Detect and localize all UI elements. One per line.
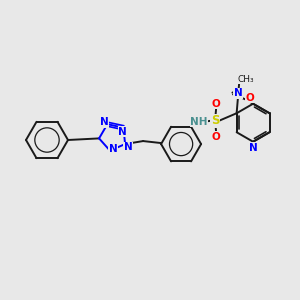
Text: O: O bbox=[212, 132, 220, 142]
Text: N: N bbox=[124, 142, 133, 152]
Text: N: N bbox=[234, 88, 243, 98]
Text: S: S bbox=[211, 114, 219, 127]
Text: O: O bbox=[212, 99, 220, 109]
Text: N: N bbox=[118, 127, 127, 137]
Text: O: O bbox=[246, 93, 254, 103]
Text: CH₃: CH₃ bbox=[237, 75, 254, 84]
Text: N: N bbox=[100, 117, 109, 127]
Text: N: N bbox=[249, 143, 257, 153]
Text: NH: NH bbox=[190, 117, 208, 127]
Text: N: N bbox=[109, 144, 117, 154]
